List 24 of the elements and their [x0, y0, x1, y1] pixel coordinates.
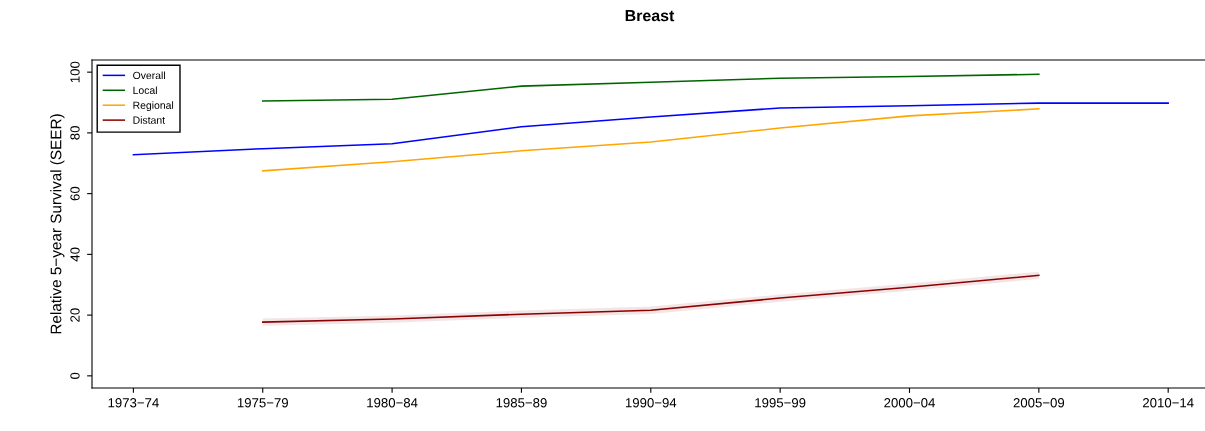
x-tick-label: 2010−14: [1142, 398, 1194, 408]
y-axis-title: Relative 5−year Survival (SEER): [50, 114, 65, 334]
line-series: [261, 73, 1040, 102]
y-tick-label: 80: [70, 126, 80, 140]
line-series: [261, 108, 1040, 172]
x-tick-label: 1980−84: [367, 398, 418, 408]
legend-label: Local: [133, 86, 157, 95]
x-tick-label: 1985−89: [496, 398, 547, 408]
x-tick-label: 1990−94: [625, 398, 677, 408]
x-tick-label: 1995−99: [755, 398, 806, 408]
line-series: [132, 102, 1169, 156]
y-tick-label: 60: [70, 186, 80, 201]
x-tick-label: 2000−04: [884, 398, 935, 408]
legend-label: Distant: [133, 116, 165, 124]
chart-title: Breast: [625, 10, 675, 22]
y-tick-label: 40: [70, 247, 80, 262]
y-tick-label: 20: [70, 308, 80, 322]
x-tick-label: 2005−09: [1013, 398, 1065, 408]
y-tick-label: 0: [70, 372, 80, 380]
legend-label: Regional: [133, 101, 174, 112]
y-tick-label: 100: [70, 61, 80, 83]
x-tick-label: 1975−79: [237, 398, 288, 408]
legend-label: Overall: [133, 71, 165, 80]
x-tick-label: 1973−74: [108, 398, 159, 408]
